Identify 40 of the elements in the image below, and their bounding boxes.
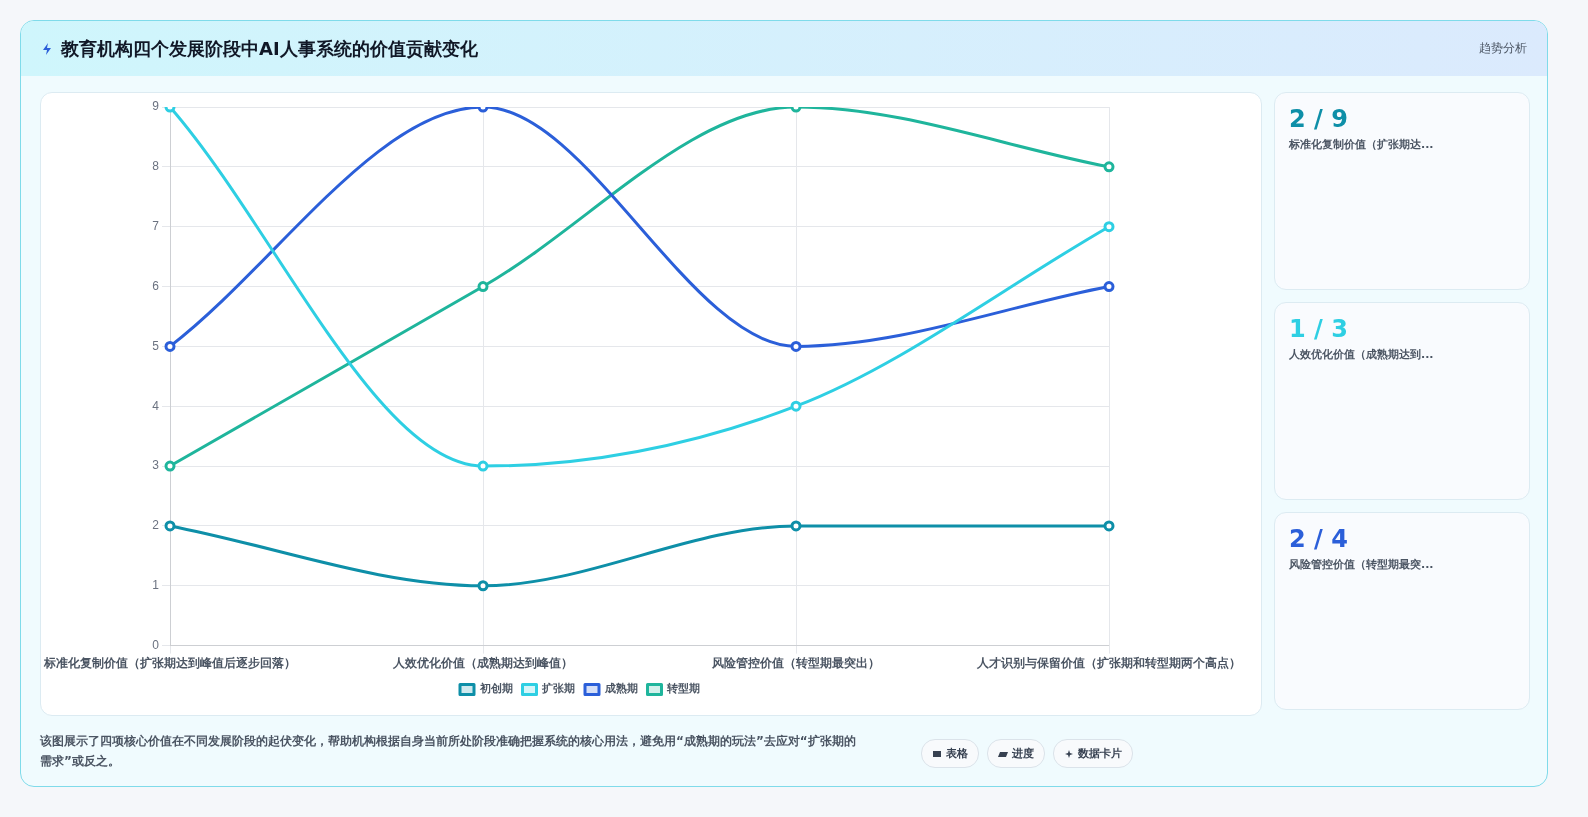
x-tick-label: 人效优化价值（成熟期达到峰值） xyxy=(392,655,573,670)
point xyxy=(1103,161,1115,173)
legend-label: 初创期 xyxy=(478,682,513,696)
point xyxy=(790,520,802,532)
legend-label: 成熟期 xyxy=(603,682,638,696)
text: 表格 xyxy=(946,746,968,761)
text: 数据卡片 xyxy=(1078,746,1122,761)
y-tick-label: 4 xyxy=(152,398,160,413)
point xyxy=(1103,520,1115,532)
text: 该图展示了四项核心价值在不同发展阶段的起伏变化，帮助机构根据自身当前所处阶段准确把握系统的核心用法，避免用“成熟期的玩法”去应对“扩张期的需求”或反之。 xyxy=(40,733,857,770)
x-tick-label: 标准化复制价值（扩张期达到峰值后逐步回落） xyxy=(43,655,296,670)
legend-label: 转型期 xyxy=(666,682,700,696)
y-tick-label: 9 xyxy=(152,99,160,114)
x-tick-label: 风险管控价值（转型期最突出） xyxy=(711,655,880,670)
point xyxy=(790,340,802,352)
point xyxy=(1103,221,1115,233)
text: 趋势分析 xyxy=(1479,40,1527,57)
x-tick-label: 人才识别与保留价值（扩张期和转型期两个高点） xyxy=(976,655,1241,670)
text: 风险管控价值（转型期最突... xyxy=(1289,557,1435,572)
text: 2 / 4 xyxy=(1289,525,1349,553)
y-tick-label: 0 xyxy=(152,637,160,652)
chart-title: 教育机构四个发展阶段中AI人事系统的价值贡献变化 xyxy=(61,36,478,61)
point xyxy=(477,580,489,592)
y-tick-label: 3 xyxy=(152,458,160,473)
text: 进度 xyxy=(1012,746,1034,761)
point xyxy=(790,400,802,412)
legend-label: 扩张期 xyxy=(541,682,575,696)
y-tick-label: 6 xyxy=(152,278,160,293)
text: 人效优化价值（成熟期达到... xyxy=(1289,347,1435,362)
y-tick-label: 8 xyxy=(152,159,160,174)
point xyxy=(1103,281,1115,293)
point xyxy=(477,281,489,293)
text: 标准化复制价值（扩张期达... xyxy=(1289,137,1435,152)
y-tick-label: 7 xyxy=(152,219,160,233)
text: 1 / 3 xyxy=(1289,315,1349,343)
y-tick-label: 1 xyxy=(152,578,160,593)
y-tick-label: 2 xyxy=(152,518,160,533)
point xyxy=(477,460,489,472)
text: 2 / 9 xyxy=(1289,105,1349,133)
y-tick-label: 5 xyxy=(152,338,160,353)
